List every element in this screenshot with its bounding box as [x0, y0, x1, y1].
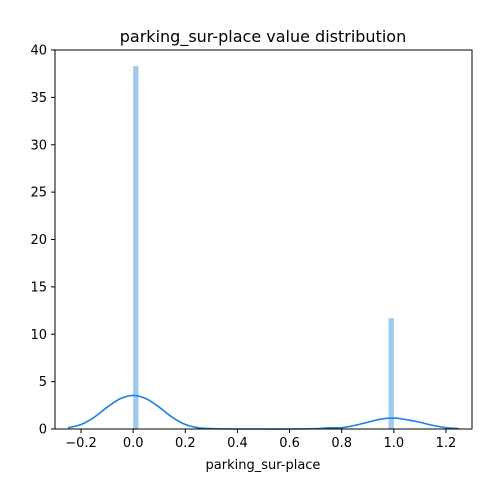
x-tick-label: 0.4	[227, 436, 248, 451]
y-tick-label: 10	[30, 328, 47, 343]
y-tick-label: 5	[39, 375, 47, 390]
plot-frame	[54, 49, 473, 430]
x-tick-label: 0.6	[279, 436, 300, 451]
x-tick-label: 1.0	[383, 436, 404, 451]
chart-title: parking_sur-place value distribution	[120, 27, 406, 47]
kde-line	[67, 394, 460, 430]
x-tick-label: 0.2	[175, 436, 196, 451]
x-tick-label: 0.0	[123, 436, 144, 451]
y-tick-label: 25	[30, 186, 47, 201]
histogram-bar-1	[388, 318, 394, 429]
kde-curve	[67, 394, 460, 430]
y-tick-label: 40	[30, 44, 47, 59]
x-axis-label: parking_sur-place	[206, 458, 321, 473]
y-axis-ticks: 0 5 10 15 20 25 30 35 40	[30, 44, 55, 438]
x-tick-label: −0.2	[65, 436, 97, 451]
y-tick-label: 0	[39, 423, 47, 438]
y-tick-label: 20	[30, 233, 47, 248]
histogram-bar-0	[133, 66, 139, 430]
histogram-bars	[133, 66, 394, 430]
y-tick-label: 15	[30, 280, 47, 295]
y-tick-label: 35	[30, 91, 47, 106]
x-axis-ticks: −0.2 0.0 0.2 0.4 0.6 0.8 1.0 1.2	[65, 429, 456, 451]
y-tick-label: 30	[30, 138, 47, 153]
x-tick-label: 0.8	[331, 436, 352, 451]
x-tick-label: 1.2	[436, 436, 457, 451]
